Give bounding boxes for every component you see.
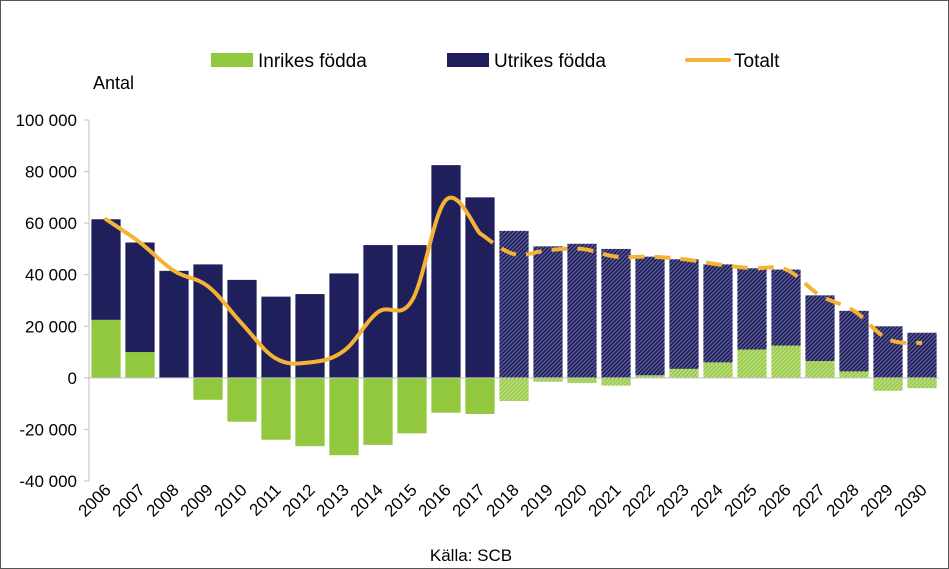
- bar-inrikes-2022: [635, 375, 665, 378]
- y-axis-unit-label: Antal: [93, 73, 134, 93]
- total-line-historic: [104, 195, 482, 366]
- bar-inrikes-2013: [329, 377, 359, 456]
- total-line-projection: [478, 231, 923, 346]
- x-tick-label: 2015: [381, 480, 421, 520]
- bar-inrikes-2026: [771, 345, 801, 378]
- bar-inrikes-2007: [125, 352, 155, 378]
- total-line: [104, 195, 923, 366]
- bar-inrikes-2015: [397, 377, 427, 434]
- legend-swatch-utrikes: [447, 53, 489, 67]
- x-tick-label: 2019: [517, 480, 557, 520]
- x-tick-label: 2023: [653, 480, 693, 520]
- bar-inrikes-2010: [227, 377, 257, 422]
- bar-utrikes-2022: [635, 256, 665, 376]
- x-tick-label: 2024: [687, 480, 727, 520]
- bar-inrikes-2009: [193, 377, 223, 400]
- bars: [89, 165, 939, 456]
- bar-utrikes-2006: [91, 219, 121, 320]
- bar-utrikes-2021: [601, 248, 631, 378]
- bar-inrikes-2025: [737, 349, 767, 378]
- bar-utrikes-2010: [227, 279, 257, 378]
- x-axis: 2006200720082009201020112012201320142015…: [75, 480, 931, 520]
- x-tick-label: 2009: [177, 480, 217, 520]
- x-tick-label: 2013: [313, 480, 353, 520]
- bar-inrikes-2029: [873, 377, 903, 391]
- bar-inrikes-2016: [431, 377, 461, 413]
- bar-utrikes-2028: [839, 310, 869, 372]
- bar-inrikes-2023: [669, 368, 699, 378]
- x-tick-label: 2028: [823, 480, 863, 520]
- bar-utrikes-2024: [703, 264, 733, 363]
- bar-inrikes-2012: [295, 377, 325, 447]
- bar-inrikes-2021: [601, 377, 631, 386]
- bar-utrikes-2017: [465, 197, 495, 378]
- bar-utrikes-2011: [261, 296, 291, 378]
- bar-inrikes-2011: [261, 377, 291, 440]
- bar-inrikes-2006: [91, 319, 121, 378]
- x-tick-label: 2008: [143, 480, 183, 520]
- legend-label-inrikes: Inrikes födda: [258, 51, 367, 72]
- y-tick-label: -40 000: [19, 472, 77, 491]
- bar-inrikes-2017: [465, 377, 495, 414]
- bar-utrikes-2008: [159, 270, 189, 378]
- x-tick-label: 2020: [551, 480, 591, 520]
- bar-utrikes-2019: [533, 246, 563, 378]
- bar-utrikes-2023: [669, 259, 699, 369]
- x-tick-label: 2030: [891, 480, 931, 520]
- y-tick-label: 100 000: [16, 111, 77, 130]
- x-tick-label: 2027: [789, 480, 829, 520]
- y-tick-label: -20 000: [19, 420, 77, 439]
- legend-label-utrikes: Utrikes födda: [494, 51, 606, 72]
- x-tick-label: 2025: [721, 480, 761, 520]
- bar-utrikes-2026: [771, 269, 801, 346]
- y-tick-label: 80 000: [25, 163, 77, 182]
- x-tick-label: 2026: [755, 480, 795, 520]
- x-tick-label: 2014: [347, 480, 387, 520]
- x-tick-label: 2007: [109, 480, 149, 520]
- bar-utrikes-2020: [567, 243, 597, 378]
- y-axis: -40 000 -20 000 0 20 000 40 000 60 000 80 000 1…: [16, 111, 90, 491]
- legend-swatch-inrikes: [211, 53, 253, 67]
- x-tick-label: 2011: [246, 480, 285, 519]
- bar-utrikes-2016: [431, 165, 461, 378]
- x-tick-label: 2016: [415, 480, 455, 520]
- x-tick-label: 2021: [585, 480, 625, 520]
- x-tick-label: 2029: [857, 480, 897, 520]
- x-tick-label: 2010: [211, 480, 251, 520]
- bar-utrikes-2007: [125, 242, 155, 353]
- bar-utrikes-2030: [907, 332, 937, 378]
- legend: Inrikes födda Utrikes födda Totalt: [211, 51, 780, 72]
- x-tick-label: 2012: [279, 480, 319, 520]
- bar-inrikes-2014: [363, 377, 393, 445]
- x-tick-label: 2006: [75, 480, 115, 520]
- bar-utrikes-2027: [805, 295, 835, 362]
- bar-inrikes-2024: [703, 362, 733, 378]
- bar-utrikes-2025: [737, 268, 767, 350]
- bar-inrikes-2027: [805, 361, 835, 378]
- bar-inrikes-2030: [907, 377, 937, 389]
- y-tick-label: 0: [68, 369, 77, 388]
- y-tick-label: 60 000: [25, 214, 77, 233]
- legend-label-totalt: Totalt: [734, 51, 780, 72]
- x-tick-label: 2022: [619, 480, 659, 520]
- x-tick-label: 2017: [449, 480, 489, 520]
- source-note: Källa: SCB: [430, 546, 512, 565]
- y-tick-label: 20 000: [25, 317, 77, 336]
- bar-inrikes-2019: [533, 377, 563, 382]
- bar-inrikes-2020: [567, 377, 597, 384]
- bar-inrikes-2028: [839, 371, 869, 378]
- bar-utrikes-2013: [329, 273, 359, 378]
- bar-utrikes-2009: [193, 264, 223, 378]
- y-tick-label: 40 000: [25, 266, 77, 285]
- bar-inrikes-2018: [499, 377, 529, 402]
- x-tick-label: 2018: [483, 480, 523, 520]
